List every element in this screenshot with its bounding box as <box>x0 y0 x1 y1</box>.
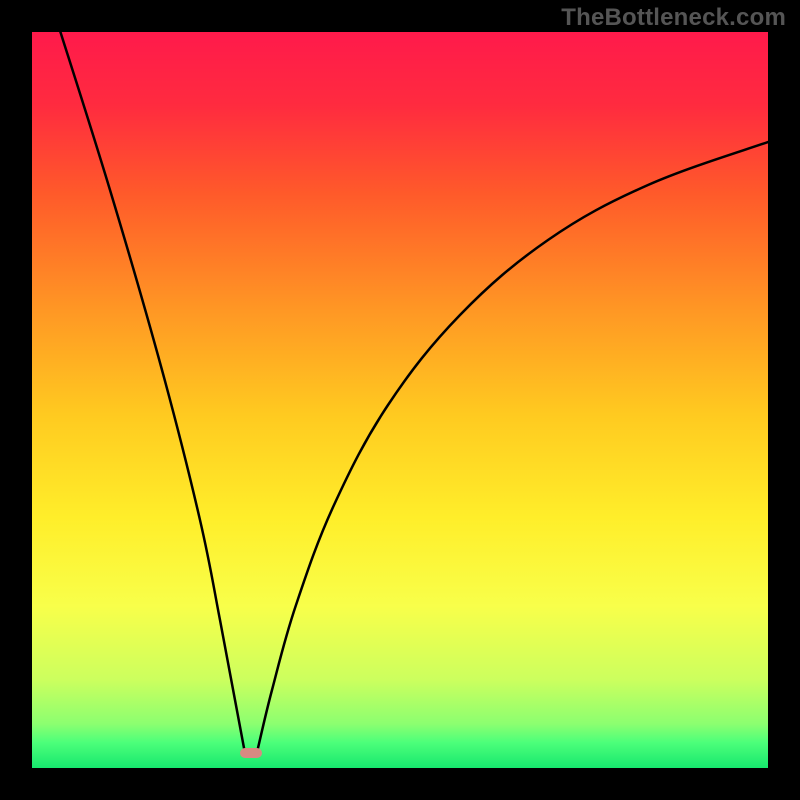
watermark-text: TheBottleneck.com <box>561 4 786 32</box>
curve-dip-marker <box>240 748 262 758</box>
chart-gradient-background <box>32 32 768 768</box>
chart-root: TheBottleneck.com <box>0 0 800 800</box>
